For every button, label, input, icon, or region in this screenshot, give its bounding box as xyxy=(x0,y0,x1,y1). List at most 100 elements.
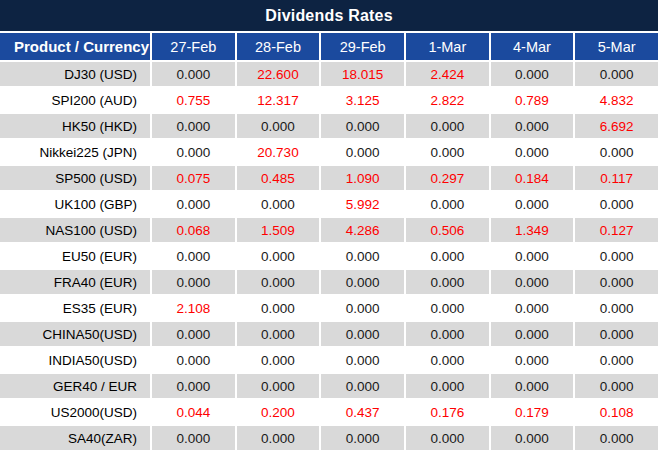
dividend-value-cell: 0.000 xyxy=(575,140,658,164)
dividend-value-cell: 0.755 xyxy=(152,88,235,112)
product-cell: Nikkei225 (JPN) xyxy=(0,140,150,164)
dividend-value-cell: 2.424 xyxy=(406,62,489,86)
dividend-value-cell: 0.000 xyxy=(575,426,658,450)
dividend-value-cell: 0.000 xyxy=(406,296,489,320)
dividend-value-cell: 0.184 xyxy=(491,166,574,190)
dividend-value-cell: 0.000 xyxy=(152,244,235,268)
dividend-value-cell: 20.730 xyxy=(237,140,320,164)
dividend-value-cell: 0.000 xyxy=(321,426,404,450)
dividend-value-cell: 0.000 xyxy=(491,114,574,138)
dividend-value-cell: 0.000 xyxy=(321,140,404,164)
dividend-value-cell: 0.000 xyxy=(406,374,489,398)
dividend-value-cell: 0.000 xyxy=(575,270,658,294)
dividend-value-cell: 0.000 xyxy=(237,270,320,294)
dividend-value-cell: 0.000 xyxy=(237,244,320,268)
dividend-value-cell: 0.000 xyxy=(321,270,404,294)
dividend-value-cell: 0.000 xyxy=(491,426,574,450)
dividend-value-cell: 0.485 xyxy=(237,166,320,190)
date-column-header: 4-Mar xyxy=(491,33,574,60)
dividend-value-cell: 0.068 xyxy=(152,218,235,242)
dividend-value-cell: 0.000 xyxy=(491,192,574,216)
dividend-value-cell: 0.000 xyxy=(575,322,658,346)
dividend-value-cell: 0.437 xyxy=(321,400,404,424)
date-column-header: 1-Mar xyxy=(406,33,489,60)
dividend-value-cell: 0.000 xyxy=(237,192,320,216)
dividend-value-cell: 18.015 xyxy=(321,62,404,86)
product-cell: US2000(USD) xyxy=(0,400,150,424)
dividend-value-cell: 0.117 xyxy=(575,166,658,190)
dividend-value-cell: 0.127 xyxy=(575,218,658,242)
dividend-value-cell: 1.090 xyxy=(321,166,404,190)
dividend-value-cell: 0.000 xyxy=(237,374,320,398)
dividend-value-cell: 0.176 xyxy=(406,400,489,424)
product-cell: SP500 (USD) xyxy=(0,166,150,190)
dividend-value-cell: 2.108 xyxy=(152,296,235,320)
product-cell: SPI200 (AUD) xyxy=(0,88,150,112)
product-cell: UK100 (GBP) xyxy=(0,192,150,216)
dividend-value-cell: 0.000 xyxy=(321,244,404,268)
dividend-value-cell: 12.317 xyxy=(237,88,320,112)
dividend-value-cell: 5.992 xyxy=(321,192,404,216)
product-cell: DJ30 (USD) xyxy=(0,62,150,86)
dividend-value-cell: 2.822 xyxy=(406,88,489,112)
dividend-value-cell: 0.000 xyxy=(406,322,489,346)
date-column-header: 28-Feb xyxy=(237,33,320,60)
dividend-value-cell: 0.000 xyxy=(575,374,658,398)
product-cell: EU50 (EUR) xyxy=(0,244,150,268)
dividend-value-cell: 0.000 xyxy=(152,348,235,372)
dividend-value-cell: 0.000 xyxy=(321,114,404,138)
date-column-header: 27-Feb xyxy=(152,33,235,60)
dividend-value-cell: 0.000 xyxy=(575,296,658,320)
product-cell: GER40 / EUR xyxy=(0,374,150,398)
dividend-value-cell: 0.179 xyxy=(491,400,574,424)
dividend-value-cell: 0.000 xyxy=(152,374,235,398)
dividend-value-cell: 0.000 xyxy=(237,114,320,138)
dividend-value-cell: 6.692 xyxy=(575,114,658,138)
dividend-value-cell: 0.000 xyxy=(491,270,574,294)
dividend-value-cell: 0.000 xyxy=(406,270,489,294)
dividend-value-cell: 0.000 xyxy=(575,62,658,86)
product-cell: CHINA50(USD) xyxy=(0,322,150,346)
dividend-value-cell: 0.000 xyxy=(575,348,658,372)
dividend-value-cell: 0.000 xyxy=(491,296,574,320)
dividend-value-cell: 0.000 xyxy=(491,374,574,398)
dividend-value-cell: 0.000 xyxy=(406,192,489,216)
dividend-value-cell: 0.000 xyxy=(237,296,320,320)
dividend-value-cell: 0.000 xyxy=(491,140,574,164)
dividend-value-cell: 0.075 xyxy=(152,166,235,190)
dividend-value-cell: 0.200 xyxy=(237,400,320,424)
dividend-value-cell: 4.286 xyxy=(321,218,404,242)
product-cell: INDIA50(USD) xyxy=(0,348,150,372)
dividend-value-cell: 1.349 xyxy=(491,218,574,242)
product-currency-header: Product / Currency xyxy=(0,33,150,60)
dividend-value-cell: 0.000 xyxy=(491,348,574,372)
date-column-header: 5-Mar xyxy=(575,33,658,60)
dividend-value-cell: 0.000 xyxy=(321,374,404,398)
title-bar: Dividends Rates xyxy=(0,0,658,31)
dividend-value-cell: 0.000 xyxy=(152,114,235,138)
dividend-value-cell: 0.506 xyxy=(406,218,489,242)
dividend-value-cell: 3.125 xyxy=(321,88,404,112)
dividend-value-cell: 0.000 xyxy=(321,322,404,346)
dividends-table: Product / Currency 27-Feb28-Feb29-Feb1-M… xyxy=(0,31,658,450)
dividend-value-cell: 0.000 xyxy=(491,244,574,268)
product-cell: HK50 (HKD) xyxy=(0,114,150,138)
dividend-value-cell: 0.000 xyxy=(406,348,489,372)
dividend-value-cell: 0.000 xyxy=(237,348,320,372)
dividend-value-cell: 0.000 xyxy=(406,426,489,450)
page-title: Dividends Rates xyxy=(265,7,392,25)
product-cell: NAS100 (USD) xyxy=(0,218,150,242)
dividend-value-cell: 0.000 xyxy=(152,270,235,294)
dividend-value-cell: 0.000 xyxy=(152,426,235,450)
dividend-value-cell: 0.000 xyxy=(406,140,489,164)
product-cell: ES35 (EUR) xyxy=(0,296,150,320)
dividend-value-cell: 0.044 xyxy=(152,400,235,424)
dividend-value-cell: 1.509 xyxy=(237,218,320,242)
dividend-value-cell: 0.789 xyxy=(491,88,574,112)
dividend-value-cell: 0.000 xyxy=(237,426,320,450)
dividend-value-cell: 0.000 xyxy=(321,348,404,372)
product-cell: FRA40 (EUR) xyxy=(0,270,150,294)
dividend-value-cell: 0.000 xyxy=(575,244,658,268)
dividend-value-cell: 0.108 xyxy=(575,400,658,424)
product-cell: SA40(ZAR) xyxy=(0,426,150,450)
